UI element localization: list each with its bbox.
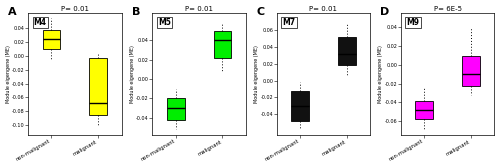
PathPatch shape [167, 98, 184, 120]
Text: C: C [256, 7, 264, 17]
PathPatch shape [42, 30, 60, 49]
Text: A: A [8, 7, 16, 17]
PathPatch shape [90, 58, 107, 115]
Text: M4: M4 [34, 18, 46, 27]
Text: D: D [380, 7, 390, 17]
PathPatch shape [416, 101, 433, 119]
Title: P= 0.01: P= 0.01 [61, 6, 89, 12]
PathPatch shape [462, 56, 480, 86]
Title: P= 0.01: P= 0.01 [310, 6, 338, 12]
Y-axis label: Module eigengene (ME): Module eigengene (ME) [6, 45, 10, 103]
Y-axis label: Module eigengene (ME): Module eigengene (ME) [378, 45, 384, 103]
Text: M5: M5 [158, 18, 171, 27]
Y-axis label: Module eigengene (ME): Module eigengene (ME) [130, 45, 135, 103]
PathPatch shape [214, 31, 232, 58]
PathPatch shape [338, 37, 355, 66]
Y-axis label: Module eigengene (ME): Module eigengene (ME) [254, 45, 259, 103]
Title: P= 0.01: P= 0.01 [185, 6, 213, 12]
Text: M7: M7 [282, 18, 296, 27]
Text: M9: M9 [406, 18, 420, 27]
Text: B: B [132, 7, 140, 17]
PathPatch shape [291, 91, 309, 121]
Title: P= 6E-5: P= 6E-5 [434, 6, 462, 12]
